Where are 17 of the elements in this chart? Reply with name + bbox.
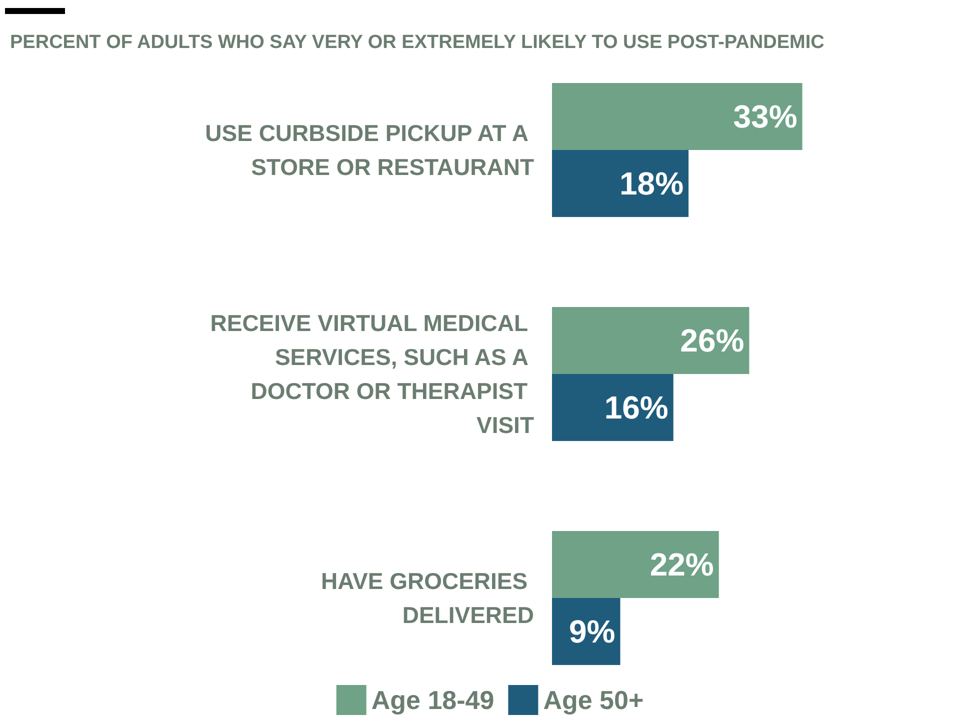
chart-title: PERCENT OF ADULTS WHO SAY VERY OR EXTREMELY LIKELY TO USE POST-PANDEMIC: [10, 32, 825, 53]
y-tick-label: USE CURBSIDE PICKUP AT A STORE OR RESTAURANT: [205, 120, 534, 180]
data-label: 9%: [569, 614, 616, 650]
bar: [552, 83, 802, 150]
legend-label: Age 18-49: [371, 685, 494, 715]
legend-label: Age 50+: [543, 685, 644, 715]
data-label: 18%: [619, 166, 684, 202]
data-label: 22%: [650, 546, 714, 582]
y-tick-label: RECEIVE VIRTUAL MEDICAL SERVICES, SUCH AS A DOCTOR OR THERAPIST VISIT: [210, 310, 534, 438]
data-label: 26%: [680, 322, 744, 358]
data-label: 33%: [733, 98, 798, 134]
y-tick-label: HAVE GROCERIES DELIVERED: [321, 568, 534, 628]
bar: [552, 531, 719, 598]
data-label: 16%: [604, 390, 668, 426]
bar: [552, 374, 674, 441]
bar: [552, 307, 750, 374]
bar: [552, 150, 689, 217]
